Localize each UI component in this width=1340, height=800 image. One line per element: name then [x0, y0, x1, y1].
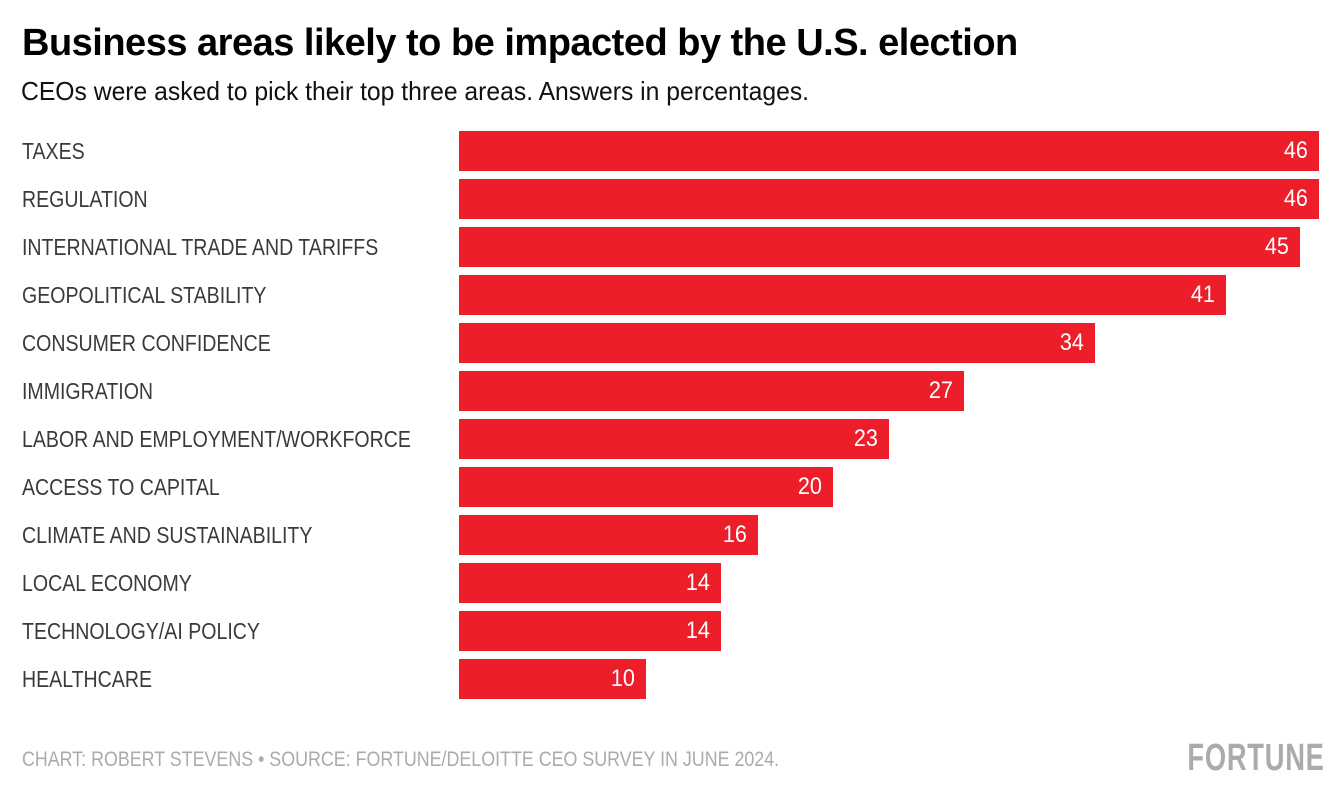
bar-chart: TAXES 46 REGULATION 46 INTERNATIONAL TRADE A… — [0, 131, 1340, 707]
bar-value-label: 23 — [854, 425, 879, 452]
category-label: TECHNOLOGY/AI POLICY — [22, 618, 260, 644]
bar-value-label: 34 — [1060, 329, 1085, 356]
category-label: IMMIGRATION — [22, 378, 154, 404]
bar-value-label: 14 — [686, 617, 711, 644]
bar-value-label: 14 — [686, 569, 711, 596]
bar: 14 — [459, 563, 721, 603]
source-credit: CHART: ROBERT STEVENS • SOURCE: FORTUNE/… — [22, 748, 780, 771]
bar: 46 — [459, 179, 1319, 219]
category-label: INTERNATIONAL TRADE AND TARIFFS — [22, 234, 379, 260]
bar-value-label: 46 — [1284, 137, 1309, 164]
bar: 23 — [459, 419, 889, 459]
bar: 14 — [459, 611, 721, 651]
category-label: CLIMATE AND SUSTAINABILITY — [22, 522, 313, 548]
category-label: CONSUMER CONFIDENCE — [22, 330, 271, 356]
bar-value-label: 46 — [1284, 185, 1309, 212]
category-label: HEALTHCARE — [22, 666, 152, 692]
category-label: REGULATION — [22, 186, 148, 212]
category-label: TAXES — [22, 138, 85, 164]
category-label: LOCAL ECONOMY — [22, 570, 192, 596]
bar-value-label: 10 — [611, 665, 636, 692]
chart-row: INTERNATIONAL TRADE AND TARIFFS 45 — [0, 227, 1340, 267]
category-label: ACCESS TO CAPITAL — [22, 474, 220, 500]
chart-row: TAXES 46 — [0, 131, 1340, 171]
bar: 34 — [459, 323, 1095, 363]
bar-value-label: 16 — [723, 521, 748, 548]
chart-row: REGULATION 46 — [0, 179, 1340, 219]
page-title: Business areas likely to be impacted by … — [22, 22, 1018, 64]
chart-row: TECHNOLOGY/AI POLICY 14 — [0, 611, 1340, 651]
chart-row: LABOR AND EMPLOYMENT/WORKFORCE 23 — [0, 419, 1340, 459]
chart-row: CLIMATE AND SUSTAINABILITY 16 — [0, 515, 1340, 555]
category-label: LABOR AND EMPLOYMENT/WORKFORCE — [22, 426, 411, 452]
chart-row: HEALTHCARE 10 — [0, 659, 1340, 699]
chart-row: CONSUMER CONFIDENCE 34 — [0, 323, 1340, 363]
bar: 27 — [459, 371, 964, 411]
chart-row: LOCAL ECONOMY 14 — [0, 563, 1340, 603]
chart-row: IMMIGRATION 27 — [0, 371, 1340, 411]
chart-row: GEOPOLITICAL STABILITY 41 — [0, 275, 1340, 315]
chart-subtitle: CEOs were asked to pick their top three … — [21, 76, 810, 106]
bar: 45 — [459, 227, 1300, 267]
bar-value-label: 27 — [929, 377, 954, 404]
bar: 41 — [459, 275, 1226, 315]
bar: 46 — [459, 131, 1319, 171]
bar-value-label: 20 — [798, 473, 823, 500]
bar: 20 — [459, 467, 833, 507]
bar-value-label: 41 — [1191, 281, 1216, 308]
category-label: GEOPOLITICAL STABILITY — [22, 282, 267, 308]
chart-row: ACCESS TO CAPITAL 20 — [0, 467, 1340, 507]
bar: 16 — [459, 515, 758, 555]
fortune-logo: FORTUNE — [1187, 737, 1325, 779]
bar-value-label: 45 — [1265, 233, 1290, 260]
bar: 10 — [459, 659, 646, 699]
